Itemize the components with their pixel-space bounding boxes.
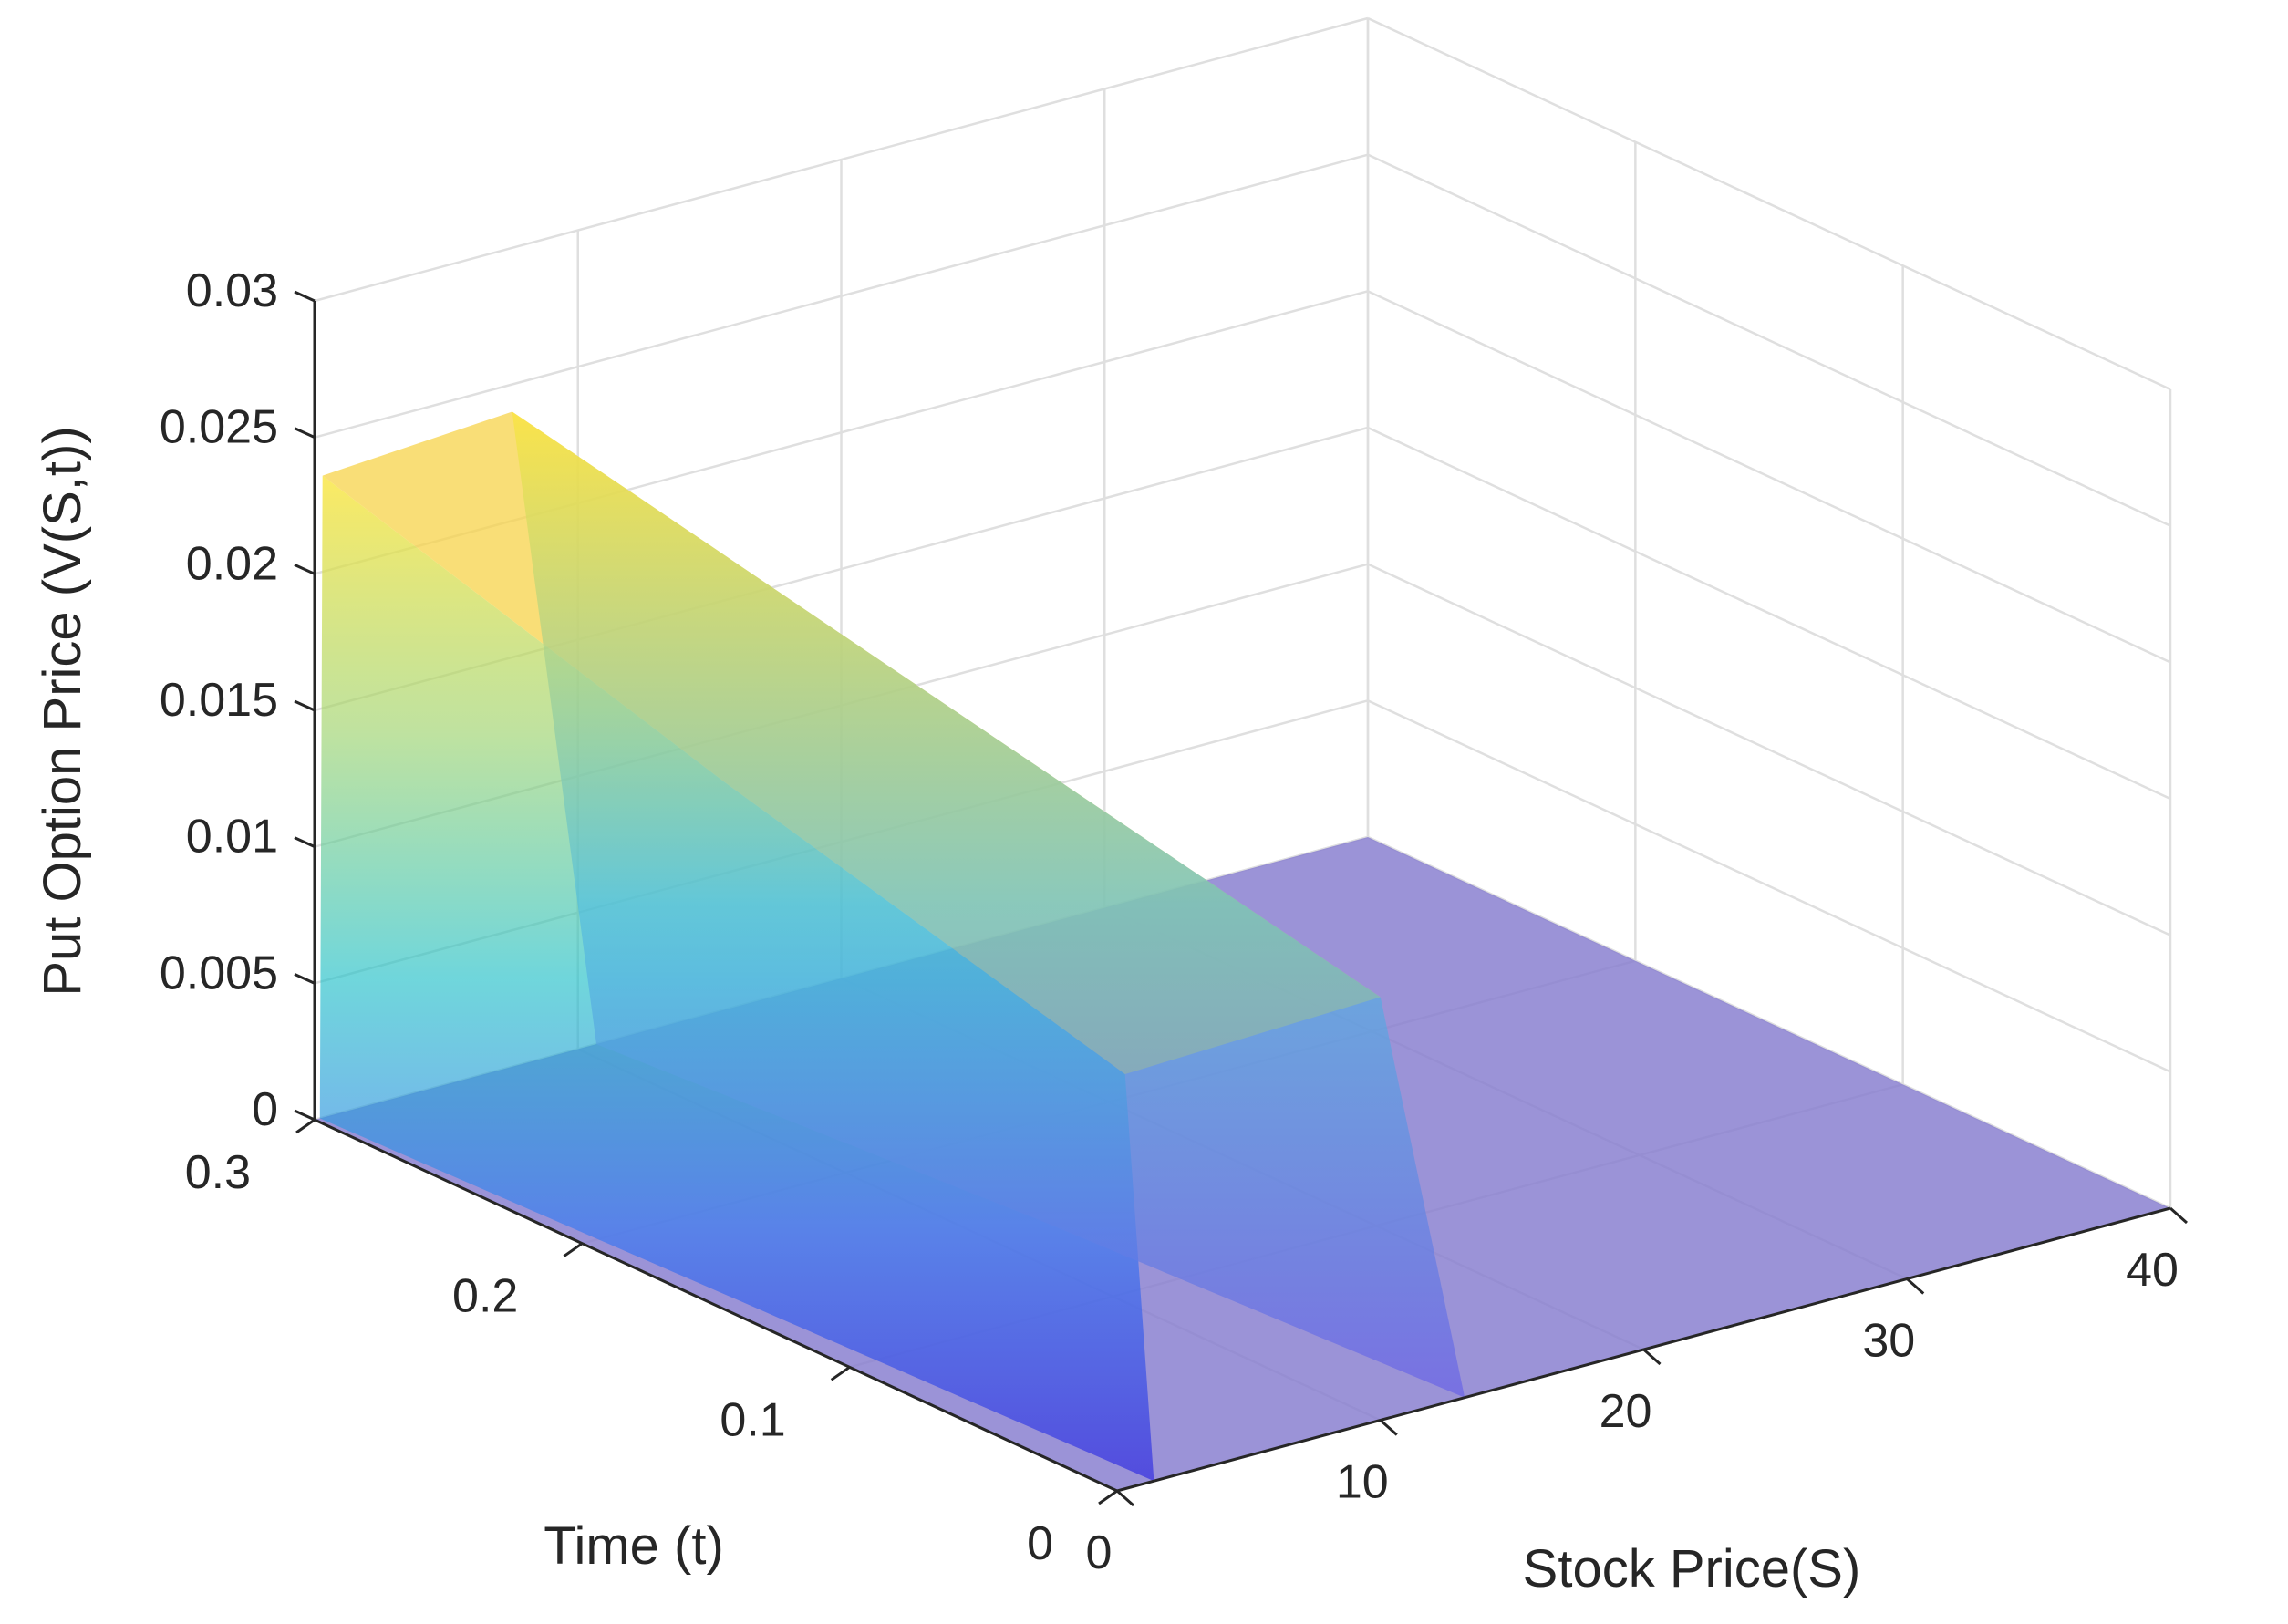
z-tick [294, 699, 316, 712]
y-tick-label: 0.1 [720, 1393, 785, 1446]
z-tick [294, 972, 316, 985]
z-tick-label: 0 [252, 1083, 278, 1136]
x-tick-label: 40 [2126, 1244, 2179, 1297]
x-tick [1379, 1419, 1398, 1436]
z-tick [294, 1109, 316, 1122]
z-tick-label: 0.02 [186, 537, 278, 590]
y-tick-label: 0.2 [452, 1270, 518, 1323]
x-tick-label: 30 [1862, 1315, 1915, 1368]
tick-labels: 01020304000.10.20.300.0050.010.0150.020.… [160, 264, 2179, 1579]
gridline-side-v [1367, 153, 2171, 527]
z-tick-label: 0.025 [160, 401, 278, 454]
gridline-side-v [1367, 699, 2171, 1073]
x-tick [2169, 1206, 2188, 1225]
z-tick [294, 427, 316, 440]
y-tick [295, 1118, 316, 1134]
z-tick-label: 0.01 [186, 811, 278, 864]
x-tick-label: 10 [1336, 1456, 1389, 1509]
z-tick-label: 0.005 [160, 946, 278, 999]
axes [294, 290, 2188, 1507]
gridline-back-v [314, 16, 1369, 303]
y-tick [1098, 1489, 1118, 1505]
gridline-back-v [314, 153, 1369, 439]
z-tick-label: 0.03 [186, 264, 278, 317]
x-tick [1642, 1348, 1662, 1366]
z-tick-label: 0.015 [160, 674, 278, 727]
y-tick [563, 1242, 584, 1257]
y-tick [830, 1366, 851, 1381]
z-tick [294, 563, 316, 575]
option-price-surface [315, 411, 2170, 1491]
x-tick [1116, 1489, 1134, 1507]
x-tick-label: 0 [1086, 1526, 1113, 1579]
y-axis-title: Time (t) [544, 1516, 724, 1576]
gridline-side-v [1367, 16, 2171, 391]
x-tick [1906, 1277, 1925, 1295]
gridline-side-v [1367, 426, 2171, 801]
y-axis-line [314, 1118, 1118, 1493]
gridline-side-v [1367, 563, 2171, 936]
x-axis-title: Stock Price(S) [1523, 1539, 1861, 1598]
gridline-side-v [1367, 290, 2171, 664]
y-tick-label: 0 [1027, 1517, 1053, 1570]
z-tick [294, 290, 316, 303]
z-axis-title: Put Option Price (V(S,t)) [33, 426, 92, 996]
x-tick-label: 20 [1600, 1385, 1652, 1438]
z-tick [294, 836, 316, 849]
y-tick-label: 0.3 [185, 1146, 251, 1199]
surface-falling-face [512, 411, 1465, 1398]
